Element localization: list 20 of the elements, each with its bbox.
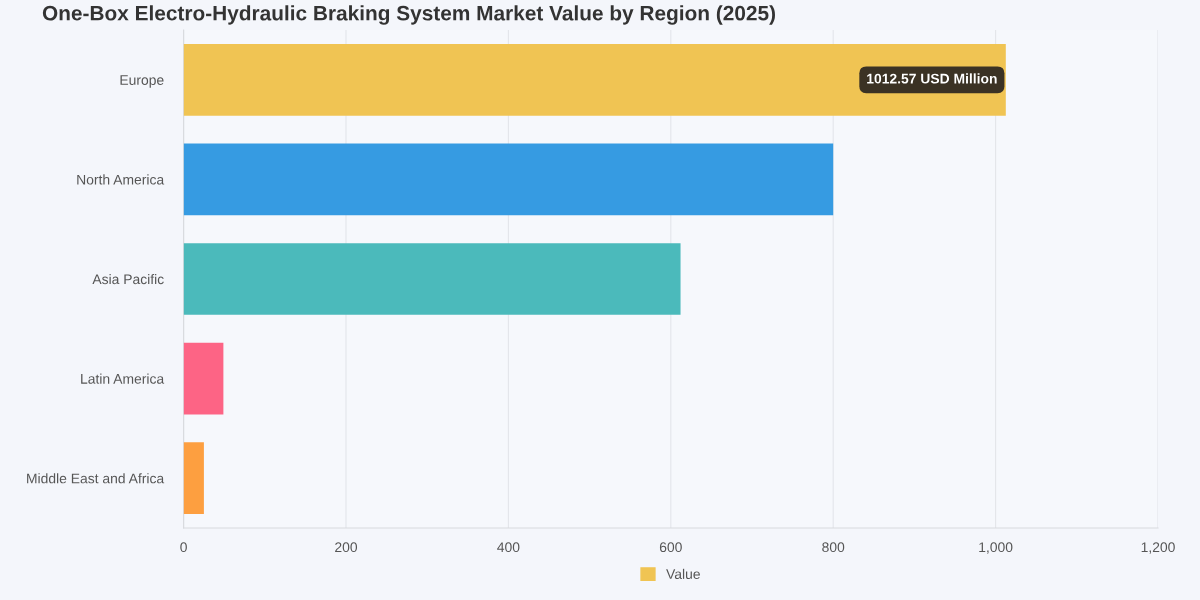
annotation: 1012.57 USD Million (867, 73, 997, 84)
bar (183, 442, 204, 515)
x-tick-label: 800 (822, 542, 845, 553)
y-tick-label: North America (77, 174, 165, 185)
legend-label: Value (666, 568, 700, 579)
x-tick-label: 1,200 (1141, 542, 1175, 554)
bar (183, 342, 224, 415)
x-tick-label: 1,000 (979, 542, 1013, 554)
x-tick-label: 400 (497, 542, 520, 553)
x-tick-label: 0 (180, 542, 187, 553)
y-tick-label: Europe (120, 75, 164, 88)
x-tick-label: 600 (659, 542, 682, 553)
bar (183, 243, 681, 315)
bar (183, 143, 834, 216)
y-tick-label: Latin America (81, 373, 165, 384)
bar (183, 43, 1006, 116)
chart-title: One-Box Electro-Hydraulic Braking System Market Value by Region (2025) (42, 5, 775, 25)
y-tick-label: Middle East and Africa (27, 473, 165, 484)
y-tick-label: Asia Pacific (92, 273, 164, 285)
x-tick-label: 200 (335, 542, 358, 553)
